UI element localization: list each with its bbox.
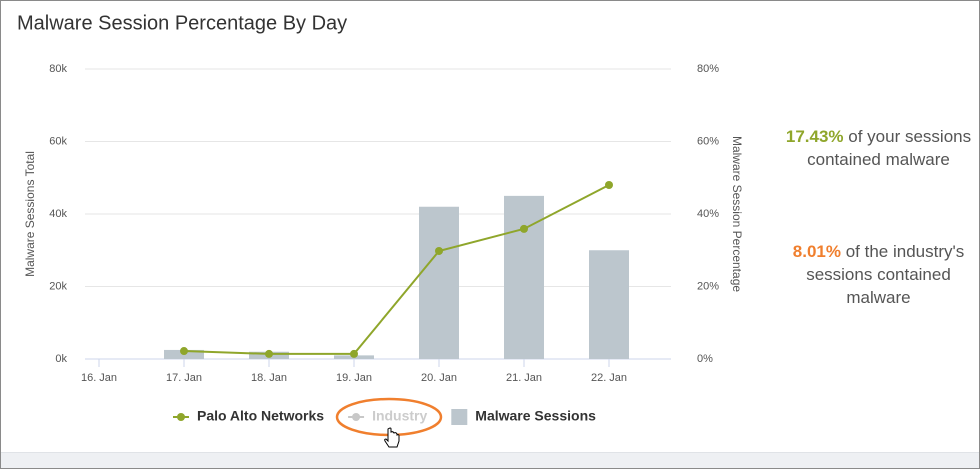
point [265, 349, 273, 358]
y-tick-label: 40k [49, 208, 67, 220]
legend-label: Malware Sessions [475, 408, 596, 424]
x-tick-label: 20. Jan [421, 372, 457, 384]
cursor [384, 427, 400, 448]
footer-bar [1, 452, 979, 468]
stat: 8.01% of the industry's sessions contain… [781, 240, 976, 309]
chart: Malware Session Percentage By Day Malwar… [17, 12, 744, 448]
y-tick-label: 0k [55, 353, 67, 365]
stat-value: 8.01% [792, 242, 841, 261]
y2-tick-label: 0% [697, 353, 713, 365]
y2-axis-label: Malware Session Percentage [730, 136, 744, 292]
y-axis-label: Malware Sessions Total [23, 151, 37, 277]
x-tick-label: 16. Jan [81, 372, 117, 384]
legend-item[interactable]: Malware Sessions [451, 408, 596, 425]
stat-text: of your sessions contained malware [807, 127, 972, 169]
x-tick-label: 22. Jan [591, 372, 627, 384]
legend-item[interactable]: Industry [348, 408, 428, 424]
point [180, 347, 188, 356]
legend-symbol [177, 413, 185, 421]
point [350, 349, 358, 358]
legend-item[interactable]: Palo Alto Networks [173, 408, 324, 424]
y-tick-label: 20k [49, 280, 67, 292]
legend-label: Palo Alto Networks [197, 408, 324, 424]
legend-symbol [352, 413, 361, 421]
legend-label: Industry [372, 408, 427, 424]
x-tick-label: 19. Jan [336, 372, 372, 384]
y2-tick-label: 20% [697, 280, 719, 292]
legend-symbol [451, 409, 468, 425]
point [435, 246, 443, 255]
chart-title: Malware Session Percentage By Day [17, 12, 347, 34]
stat-value: 17.43% [785, 127, 844, 146]
bar [589, 250, 629, 359]
bar [504, 195, 544, 359]
line [183, 184, 610, 355]
y2-tick-label: 60% [697, 135, 719, 147]
x-tick-label: 21. Jan [506, 372, 542, 384]
x-tick-label: 18. Jan [251, 372, 287, 384]
y-tick-label: 60k [49, 135, 67, 147]
point [520, 224, 528, 233]
stat: 17.43% of your sessions contained malwar… [781, 125, 976, 171]
y-tick-label: 80k [49, 63, 67, 75]
y2-tick-label: 80% [697, 63, 719, 75]
stat-text: of the industry's sessions contained mal… [806, 242, 965, 307]
x-tick-label: 17. Jan [166, 372, 202, 384]
point [605, 181, 613, 189]
bar [419, 206, 459, 359]
y2-tick-label: 40% [697, 208, 719, 220]
